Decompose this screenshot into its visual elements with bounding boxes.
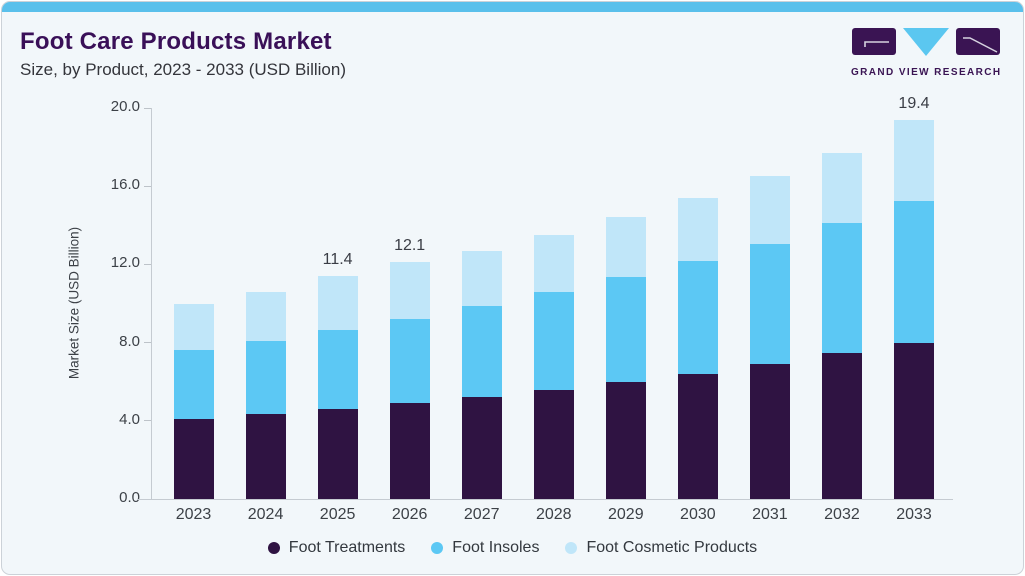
- y-tick-mark: [144, 342, 151, 344]
- bar-segment: [677, 197, 718, 262]
- bar-segment: [894, 200, 934, 343]
- bar-segment: [317, 409, 358, 499]
- bar-segment: [389, 403, 430, 499]
- accent-bar: [2, 2, 1023, 12]
- legend-item: Foot Cosmetic Products: [565, 539, 757, 557]
- y-tick-label: 20.0: [110, 98, 140, 115]
- bar-total-label: 11.4: [322, 251, 353, 269]
- brand-logo-text: GRAND VIEW RESEARCH: [851, 67, 1002, 78]
- x-tick-label: 2023: [175, 506, 212, 523]
- bar-segment: [389, 319, 430, 404]
- x-tick-label: 2032: [824, 506, 860, 523]
- bar-segment: [533, 389, 574, 499]
- bar-segment: [749, 364, 790, 499]
- bar-segment: [533, 291, 574, 390]
- y-tick-mark: [144, 185, 151, 187]
- y-tick-mark: [144, 263, 151, 265]
- bar-segment: [173, 350, 214, 419]
- legend-label: Foot Treatments: [288, 539, 406, 556]
- bar-segment: [821, 223, 862, 354]
- bar-segment: [894, 119, 934, 201]
- bar-segment: [461, 306, 502, 398]
- bar-segment: [677, 373, 718, 499]
- x-tick-label: 2029: [608, 506, 644, 523]
- y-tick-label: 4.0: [119, 410, 140, 428]
- x-tick-label: 2025: [319, 506, 356, 523]
- bar-segment: [821, 152, 862, 224]
- page-subtitle: Size, by Product, 2023 - 2033 (USD Billi…: [20, 60, 346, 79]
- chart-legend: Foot Treatments Foot Insoles Foot Cosmetic…: [2, 539, 1023, 557]
- legend-label: Foot Cosmetic Products: [586, 539, 758, 556]
- y-axis-line: [151, 108, 152, 499]
- legend-item: Foot Insoles: [431, 539, 539, 557]
- bar-segment: [605, 381, 646, 499]
- x-tick-label: 2033: [896, 506, 932, 523]
- y-axis-title: Market Size (USD Billion): [66, 226, 82, 380]
- bar-segment: [894, 342, 934, 499]
- x-axis-line: [137, 499, 953, 500]
- y-tick-label: 12.0: [110, 254, 140, 272]
- y-tick-mark: [144, 420, 151, 422]
- legend-item: Foot Treatments: [267, 539, 406, 557]
- x-tick-label: 2030: [680, 506, 716, 523]
- bar-segment: [245, 413, 286, 499]
- legend-swatch: [267, 542, 280, 554]
- x-tick-label: 2024: [247, 506, 284, 523]
- bar-segment: [317, 329, 358, 410]
- y-tick-label: 16.0: [110, 176, 140, 194]
- bar-segment: [461, 397, 502, 499]
- bar-segment: [677, 261, 718, 374]
- bar-segment: [173, 303, 214, 351]
- bar-segment: [317, 276, 358, 330]
- brand-logo-mark: [852, 28, 1000, 56]
- bar-total-label: 19.4: [898, 94, 930, 112]
- y-tick-label: 8.0: [119, 332, 140, 350]
- legend-swatch: [565, 542, 578, 554]
- bar-segment: [605, 217, 646, 278]
- bar-segment: [245, 340, 286, 414]
- bar-segment: [821, 353, 862, 499]
- legend-swatch: [431, 542, 444, 554]
- bar-segment: [461, 250, 502, 307]
- y-tick-label: 0.0: [119, 489, 140, 506]
- x-tick-label: 2027: [463, 506, 500, 523]
- bar-segment: [533, 235, 574, 292]
- legend-label: Foot Insoles: [452, 539, 540, 556]
- brand-logo: GRAND VIEW RESEARCH: [851, 26, 1001, 78]
- bar-segment: [389, 262, 430, 320]
- page-title: Foot Care Products Market: [20, 28, 332, 55]
- x-tick-label: 2031: [752, 506, 788, 523]
- bar-total-label: 12.1: [394, 237, 426, 255]
- bar-segment: [605, 277, 646, 382]
- bar-segment: [749, 243, 790, 365]
- bar-segment: [245, 291, 286, 341]
- x-tick-label: 2026: [391, 506, 428, 523]
- bar-segment: [173, 418, 214, 499]
- bar-segment: [749, 176, 790, 244]
- y-tick-mark: [144, 107, 151, 109]
- x-tick-label: 2028: [535, 506, 572, 523]
